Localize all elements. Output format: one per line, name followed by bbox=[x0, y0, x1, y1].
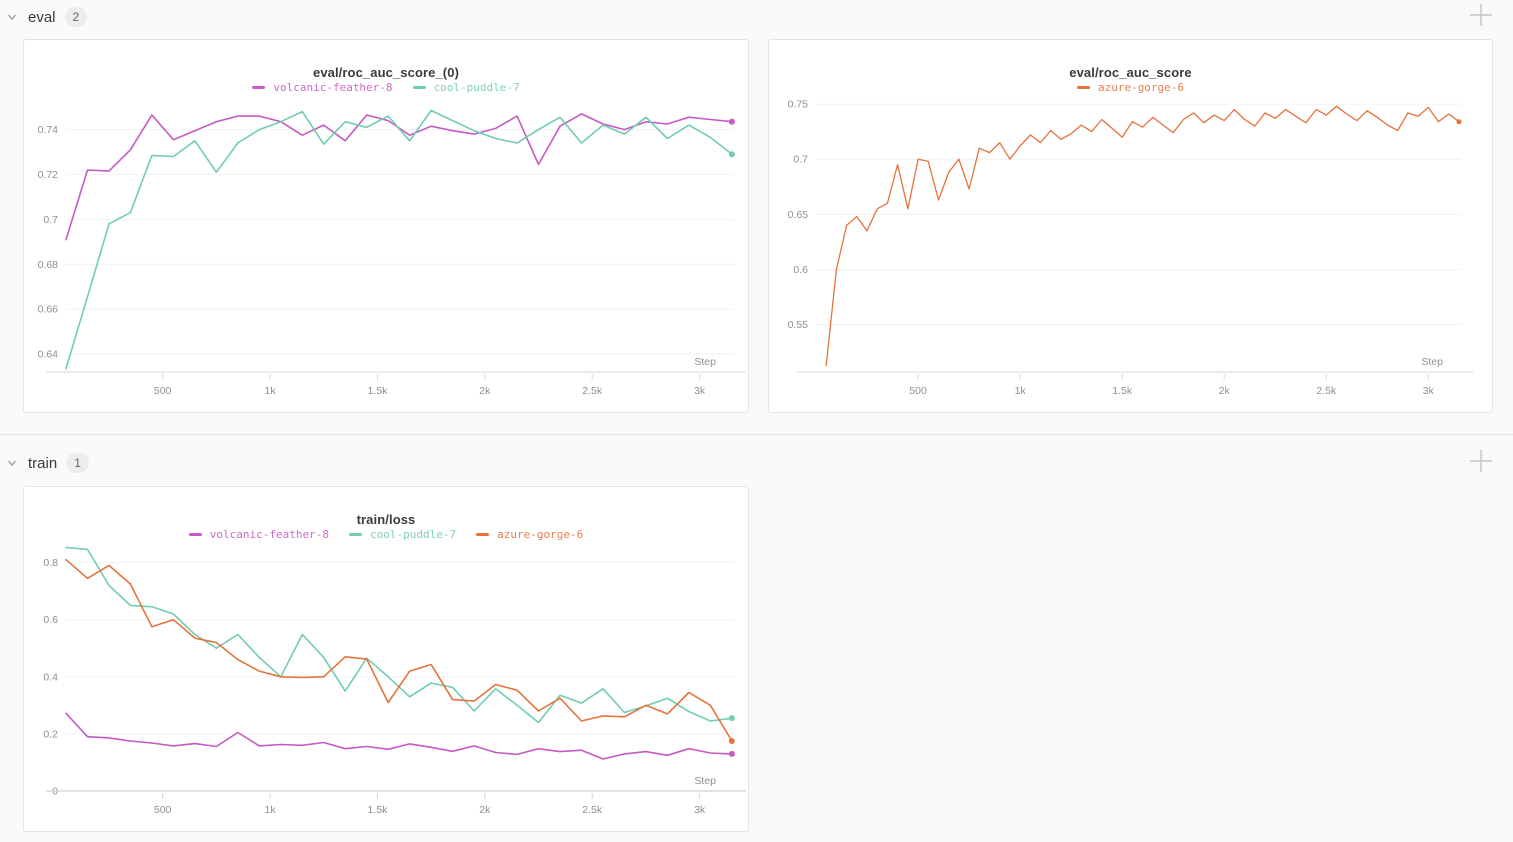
section-header-train[interactable]: train 1 bbox=[5, 451, 89, 475]
legend-label: volcanic-feather-8 bbox=[209, 528, 330, 541]
x-axis-label: Step bbox=[694, 356, 716, 368]
legend-swatch bbox=[476, 533, 490, 536]
legend-swatch bbox=[1076, 86, 1090, 89]
y-axis: 0.75 0.7 0.65 0.6 0.55 bbox=[788, 99, 1461, 331]
svg-text:1k: 1k bbox=[265, 385, 277, 397]
svg-text:500: 500 bbox=[909, 385, 927, 397]
svg-text:1.5k: 1.5k bbox=[1112, 385, 1133, 397]
panel-eval-roc-auc-score[interactable]: 0.75 0.7 0.65 0.6 0.55 500 1k 1.5k 2k 2.5k 3k Step … bbox=[768, 39, 1493, 413]
add-panel-button[interactable] bbox=[1466, 0, 1496, 30]
svg-text:0.8: 0.8 bbox=[43, 557, 58, 569]
svg-text:0.7: 0.7 bbox=[43, 214, 58, 226]
legend-label: cool-puddle-7 bbox=[433, 81, 520, 94]
svg-text:0.65: 0.65 bbox=[788, 209, 809, 221]
svg-text:500: 500 bbox=[154, 385, 172, 397]
svg-text:3k: 3k bbox=[1423, 385, 1435, 397]
legend-label: azure-gorge-6 bbox=[1097, 81, 1185, 94]
section-header-eval[interactable]: eval 2 bbox=[5, 5, 88, 29]
endpoint-dot bbox=[728, 738, 735, 745]
legend-swatch bbox=[412, 86, 426, 89]
svg-text:0.55: 0.55 bbox=[788, 319, 809, 331]
chart-legend: volcanic-feather-8 cool-puddle-7 bbox=[24, 81, 748, 94]
section-count-badge: 1 bbox=[66, 453, 89, 473]
series-volcanic-feather-8 bbox=[65, 712, 735, 760]
chart-title: eval/roc_auc_score bbox=[1069, 65, 1192, 80]
series-azure-gorge-6 bbox=[65, 558, 735, 745]
legend-item-azure-gorge-6[interactable]: azure-gorge-6 bbox=[1076, 81, 1185, 94]
svg-text:0.64: 0.64 bbox=[38, 349, 59, 361]
svg-text:0.72: 0.72 bbox=[38, 169, 59, 181]
svg-text:1k: 1k bbox=[1015, 385, 1027, 397]
legend-item-cool-puddle-7[interactable]: cool-puddle-7 bbox=[349, 528, 456, 541]
chart-title: eval/roc_auc_score_(0) bbox=[312, 65, 459, 80]
svg-text:2.5k: 2.5k bbox=[582, 385, 603, 397]
svg-text:0.74: 0.74 bbox=[38, 124, 59, 136]
section-count-badge: 2 bbox=[64, 7, 88, 27]
svg-text:2k: 2k bbox=[479, 804, 491, 816]
legend-item-cool-puddle-7[interactable]: cool-puddle-7 bbox=[412, 81, 520, 94]
svg-text:0.4: 0.4 bbox=[43, 671, 58, 683]
svg-text:500: 500 bbox=[154, 804, 172, 816]
series-azure-gorge-6 bbox=[825, 105, 1462, 367]
chart-legend: volcanic-feather-8 cool-puddle-7 azure-gor… bbox=[24, 528, 748, 541]
legend-swatch bbox=[188, 533, 202, 536]
svg-text:0.68: 0.68 bbox=[38, 259, 59, 271]
svg-text:0.6: 0.6 bbox=[793, 264, 808, 276]
svg-text:0.2: 0.2 bbox=[43, 728, 58, 740]
svg-text:2.5k: 2.5k bbox=[1316, 385, 1337, 397]
svg-text:3k: 3k bbox=[694, 385, 706, 397]
panel-eval-roc-auc-score-0[interactable]: 0.74 0.72 0.7 0.68 0.66 0.64 500 1k 1.5k 2k 2.5k 3k… bbox=[23, 39, 749, 413]
endpoint-dot bbox=[728, 151, 735, 158]
svg-text:0.66: 0.66 bbox=[38, 304, 59, 316]
legend-label: volcanic-feather-8 bbox=[273, 81, 393, 94]
series-cool-puddle-7 bbox=[65, 109, 735, 370]
svg-text:1.5k: 1.5k bbox=[368, 804, 389, 816]
legend-label: cool-puddle-7 bbox=[370, 528, 457, 541]
endpoint-dot bbox=[728, 715, 735, 722]
endpoint-dot bbox=[728, 118, 735, 125]
svg-text:2k: 2k bbox=[479, 385, 491, 397]
chevron-down-icon[interactable] bbox=[5, 10, 19, 24]
chart-canvas: 0.74 0.72 0.7 0.68 0.66 0.64 500 1k 1.5k 2k 2.5k 3k… bbox=[38, 109, 746, 397]
plus-icon bbox=[1470, 4, 1492, 26]
add-panel-button[interactable] bbox=[1466, 446, 1496, 476]
svg-text:0.7: 0.7 bbox=[793, 154, 808, 166]
plus-icon bbox=[1470, 450, 1492, 472]
legend-swatch bbox=[349, 533, 363, 536]
legend-item-volcanic-feather-8[interactable]: volcanic-feather-8 bbox=[252, 81, 393, 94]
chart-canvas: 0.75 0.7 0.65 0.6 0.55 500 1k 1.5k 2k 2.5k 3k Step bbox=[788, 99, 1473, 397]
chart-title: train/loss bbox=[356, 512, 416, 527]
section-divider bbox=[0, 434, 1513, 435]
legend-swatch bbox=[252, 86, 266, 89]
series-volcanic-feather-8 bbox=[65, 113, 735, 241]
x-axis: 500 1k 1.5k 2k 2.5k 3k Step bbox=[46, 356, 746, 397]
legend-item-azure-gorge-6[interactable]: azure-gorge-6 bbox=[476, 528, 583, 541]
x-axis-label: Step bbox=[1421, 356, 1443, 368]
y-axis: 0.80.60.40.20 bbox=[43, 557, 734, 798]
x-axis: 500 1k 1.5k 2k 2.5k 3k Step bbox=[796, 356, 1473, 397]
endpoint-dot bbox=[728, 750, 735, 757]
chart-legend: azure-gorge-6 bbox=[769, 81, 1492, 94]
y-axis: 0.74 0.72 0.7 0.68 0.66 0.64 bbox=[38, 124, 734, 361]
svg-text:1k: 1k bbox=[265, 804, 277, 816]
svg-text:2k: 2k bbox=[1219, 385, 1231, 397]
chevron-down-icon[interactable] bbox=[5, 456, 19, 470]
svg-text:2.5k: 2.5k bbox=[582, 804, 603, 816]
x-axis-label: Step bbox=[694, 775, 716, 787]
x-axis: 500 1k 1.5k 2k 2.5k 3k Step bbox=[46, 775, 746, 816]
section-label: train bbox=[28, 454, 58, 472]
legend-label: azure-gorge-6 bbox=[497, 528, 584, 541]
svg-text:1.5k: 1.5k bbox=[368, 385, 389, 397]
svg-text:0.6: 0.6 bbox=[43, 614, 58, 626]
section-label: eval bbox=[28, 8, 56, 26]
endpoint-dot bbox=[1456, 119, 1462, 125]
legend-item-volcanic-feather-8[interactable]: volcanic-feather-8 bbox=[188, 528, 330, 541]
svg-text:0.75: 0.75 bbox=[788, 99, 809, 111]
svg-text:3k: 3k bbox=[694, 804, 706, 816]
series-cool-puddle-7 bbox=[65, 546, 735, 724]
